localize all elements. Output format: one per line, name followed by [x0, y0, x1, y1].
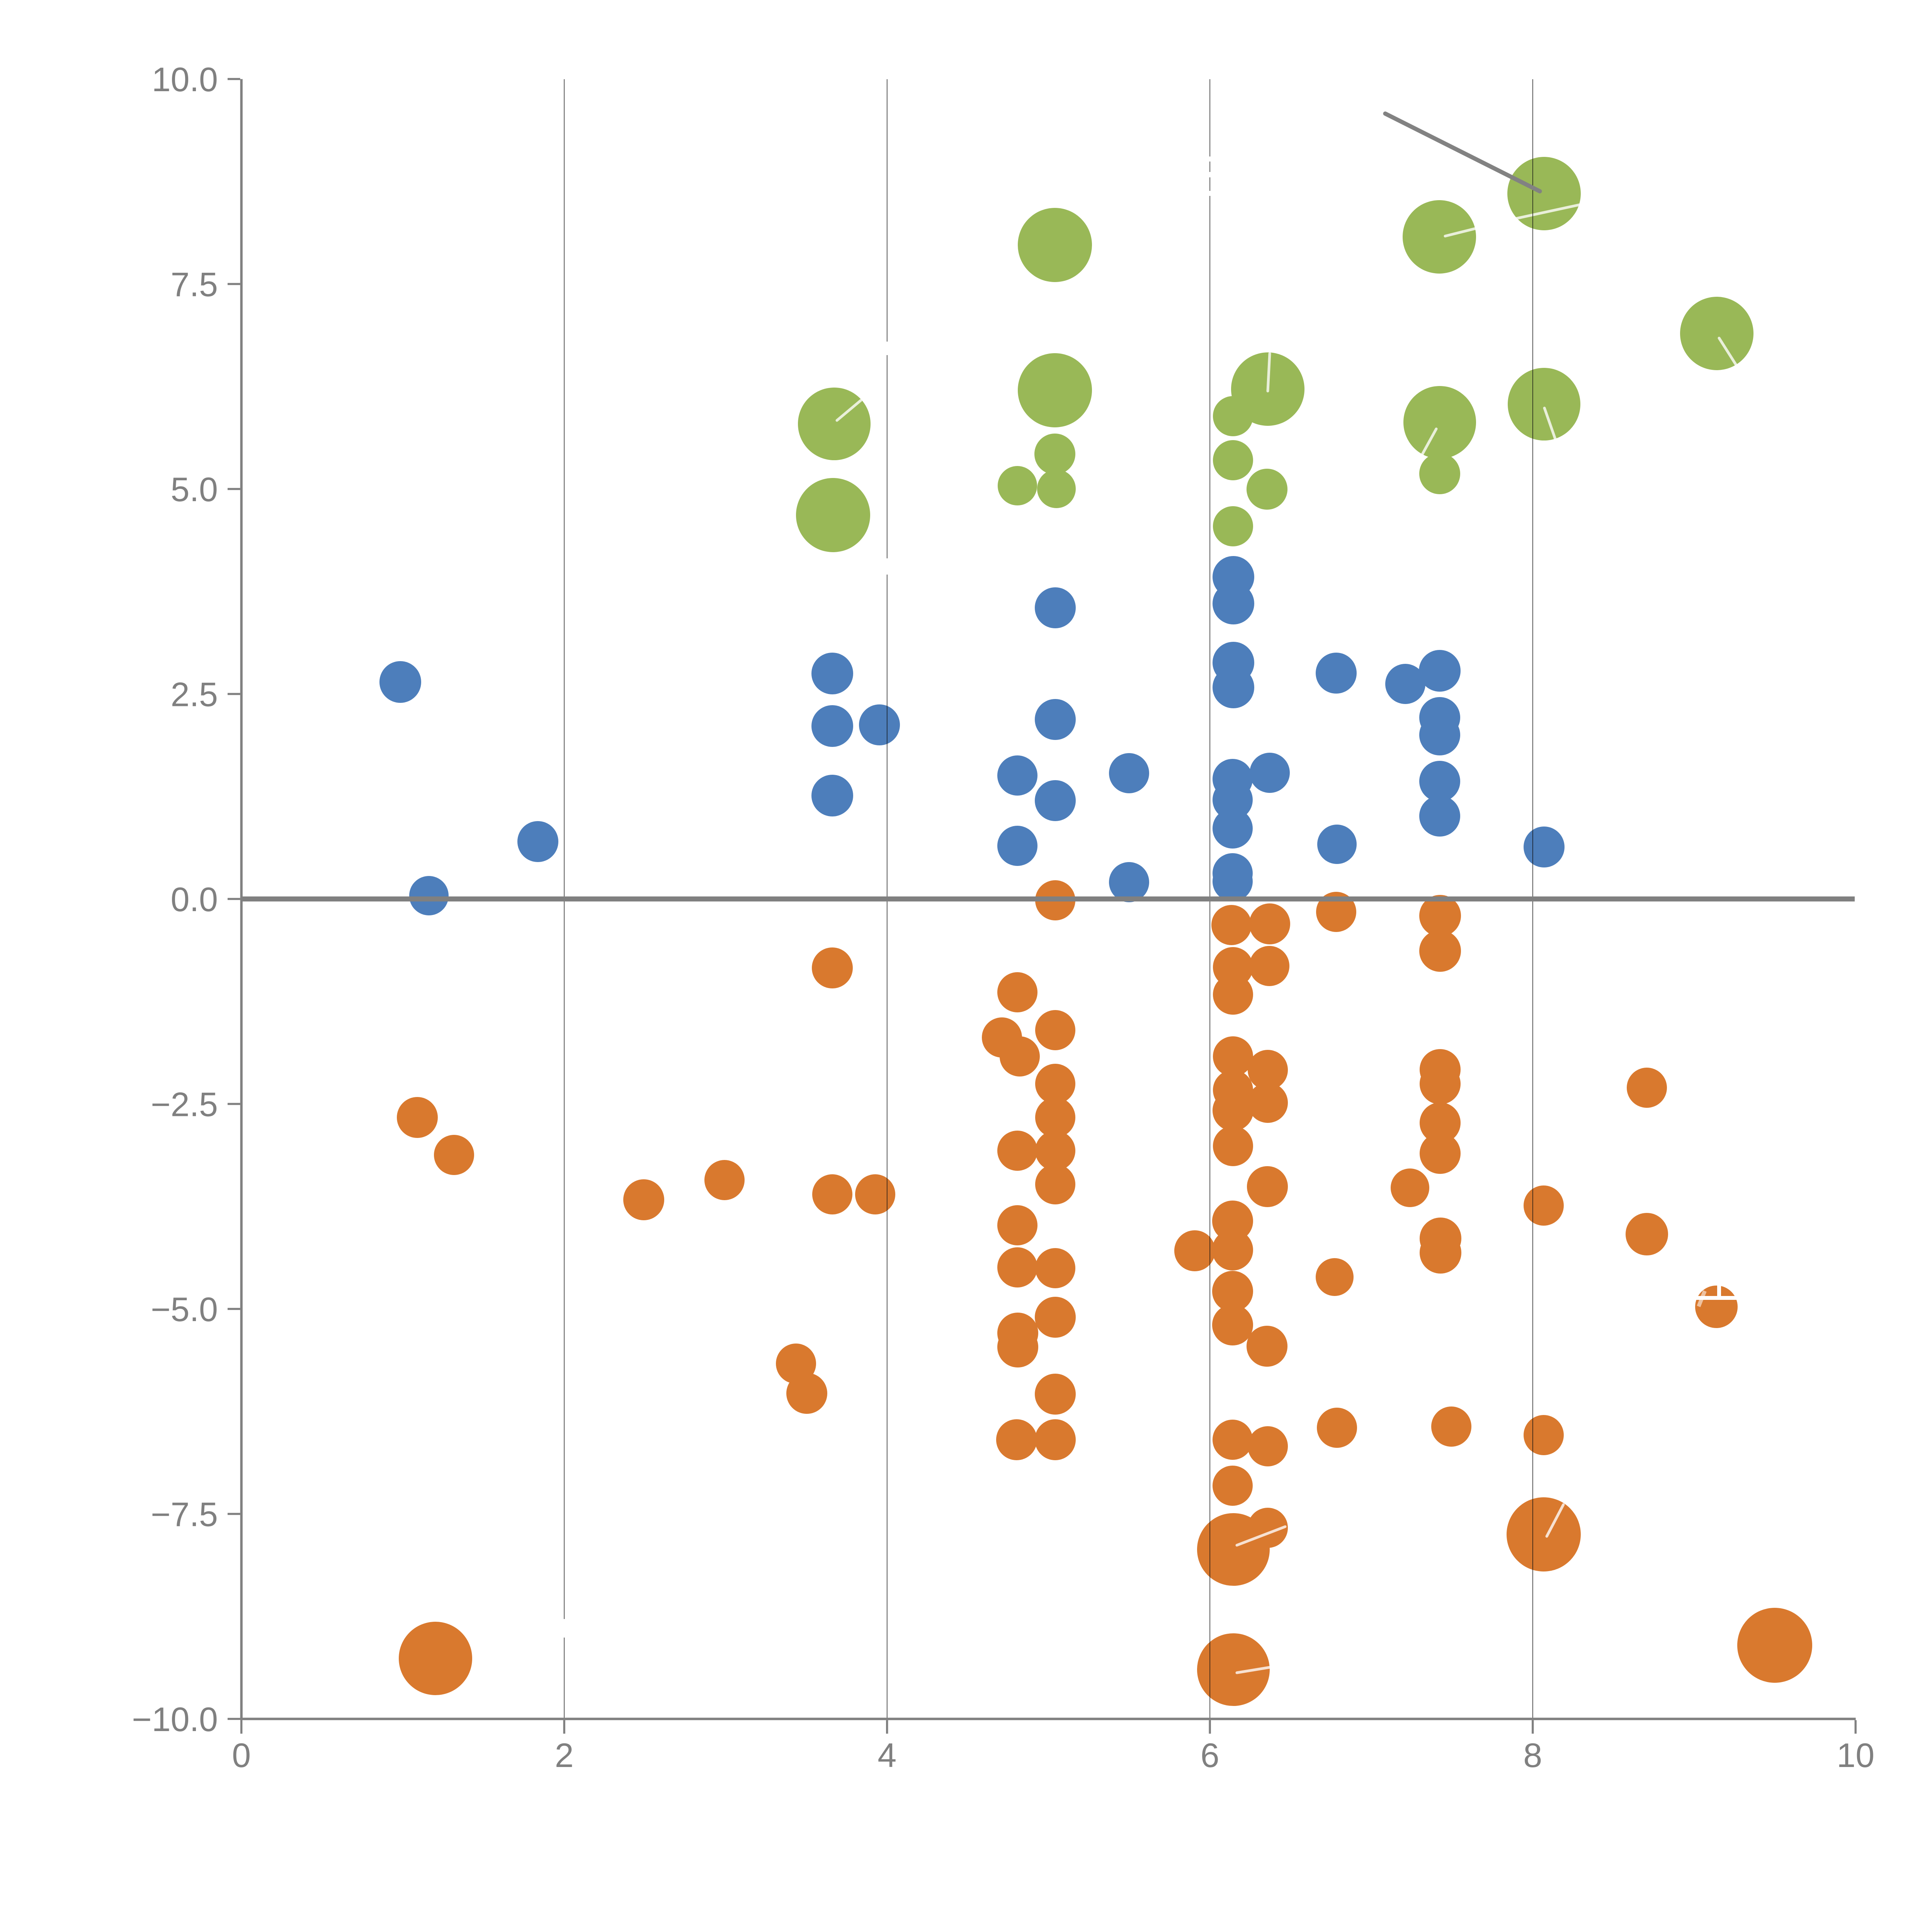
- svg-text:4: 4: [878, 1736, 896, 1774]
- svg-text:5.0: 5.0: [171, 470, 218, 509]
- svg-text:7.5: 7.5: [171, 265, 218, 304]
- svg-text:2: 2: [555, 1736, 574, 1774]
- svg-text:0.0: 0.0: [171, 880, 218, 918]
- svg-text:−2.5: −2.5: [151, 1085, 218, 1124]
- svg-text:0: 0: [232, 1736, 251, 1774]
- svg-text:8: 8: [1523, 1736, 1542, 1774]
- svg-text:−10.0: −10.0: [132, 1700, 218, 1738]
- svg-text:2.5: 2.5: [171, 675, 218, 714]
- svg-text:6: 6: [1201, 1736, 1219, 1774]
- svg-text:−5.0: −5.0: [151, 1290, 218, 1328]
- svg-text:10.0: 10.0: [152, 60, 218, 99]
- svg-text:−7.5: −7.5: [151, 1495, 218, 1534]
- svg-text:10: 10: [1837, 1736, 1874, 1774]
